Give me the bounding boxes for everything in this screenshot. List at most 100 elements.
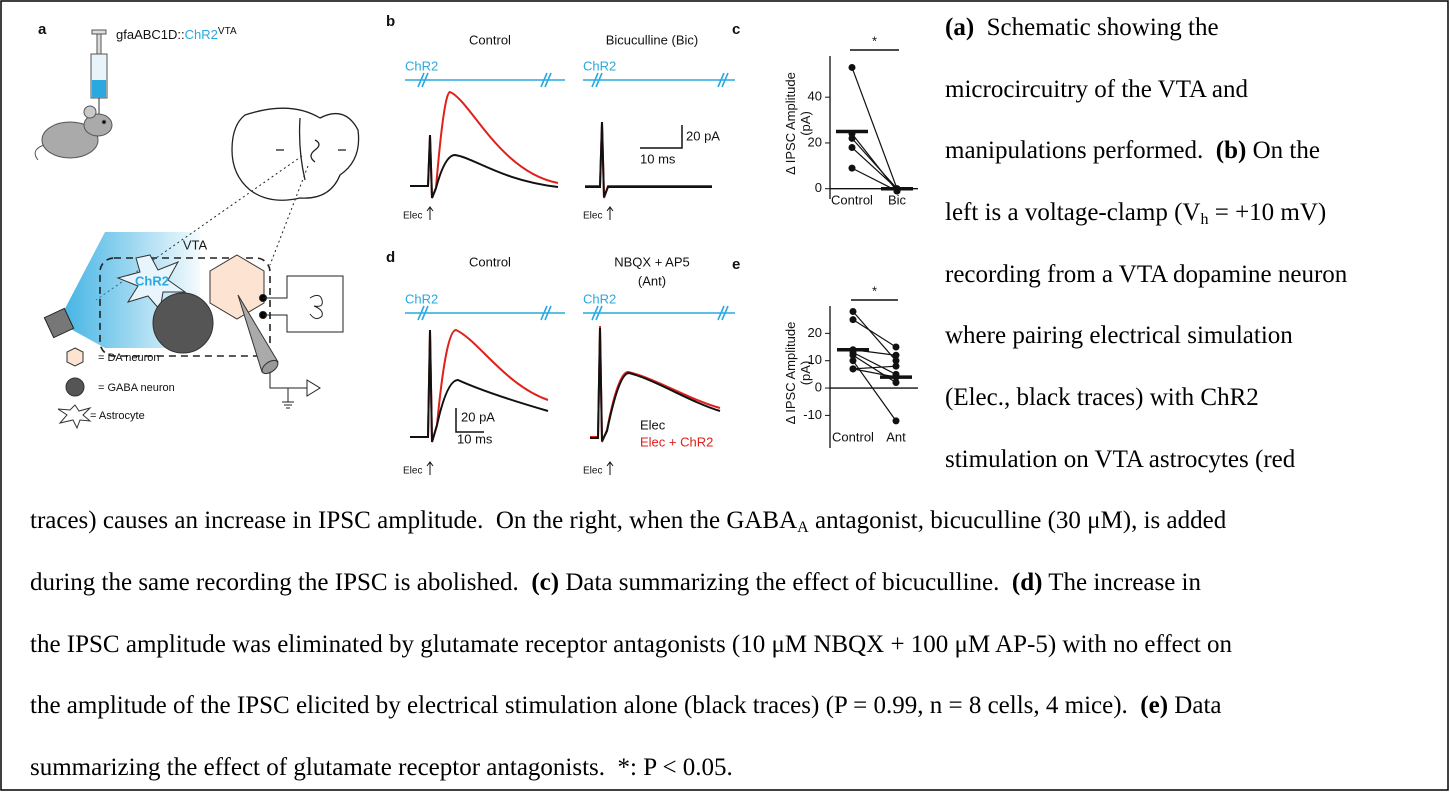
caption-line: left is a voltage-clamp (Vh = +10 mV): [945, 198, 1326, 228]
data-point: [892, 379, 900, 387]
y-axis-label-line: Δ IPSC Amplitude: [783, 322, 798, 425]
scale-y: 20 pA: [461, 409, 495, 424]
caption-bold: (b): [1215, 137, 1247, 164]
caption-line: the amplitude of the IPSC elicited by el…: [30, 691, 1222, 721]
caption-line: summarizing the effect of glutamate rece…: [30, 753, 733, 783]
legend-label: Elec + ChR2: [640, 434, 713, 449]
x-tick-label: Ant: [886, 429, 906, 444]
caption-text: the amplitude of the IPSC elicited by el…: [30, 692, 1141, 719]
scale-y: 20 pA: [686, 128, 720, 143]
data-point: [848, 144, 856, 152]
legend-label: Elec: [640, 417, 666, 432]
caption-text: microcircuitry of the VTA and: [945, 76, 1249, 103]
pair-line: [852, 351, 897, 375]
pair-line: [852, 365, 897, 370]
data-point: [849, 307, 857, 315]
caption-text: recording from a VTA dopamine neuron: [945, 261, 1348, 288]
astro-label: ChR2: [135, 273, 169, 288]
pair-line: [852, 311, 897, 362]
stim-label: ChR2: [405, 291, 438, 306]
caption-bold: (c): [531, 569, 560, 596]
x-tick-label: Bic: [888, 192, 907, 207]
data-point: [848, 164, 856, 172]
caption-text: manipulations performed.: [945, 137, 1216, 164]
legend-label: = Astrocyte: [90, 410, 145, 422]
caption-line: stimulation on VTA astrocytes (red: [945, 445, 1295, 475]
caption-text: where pairing electrical simulation: [945, 322, 1293, 349]
caption-bold: (d): [1011, 569, 1043, 596]
data-point: [849, 351, 857, 359]
legend-label: = DA neuron: [98, 352, 159, 364]
panel-label: c: [732, 21, 740, 38]
caption-text: Schematic showing the: [974, 14, 1219, 41]
y-axis-label: Δ IPSC Amplitude(pA): [783, 72, 813, 175]
mouse: [34, 105, 113, 161]
caption-text: (Elec., black traces) with ChR2: [945, 384, 1259, 411]
pair-line: [851, 137, 898, 190]
construct-virus: ChR2: [185, 27, 218, 42]
data-point: [892, 351, 900, 359]
caption-line: manipulations performed. (b) On the: [945, 136, 1320, 166]
stim-label: ChR2: [583, 291, 616, 306]
trace-title: Control: [469, 254, 511, 269]
scale-bar: [455, 408, 484, 433]
caption-text: antagonist, bicuculline (30 μM), is adde…: [808, 507, 1227, 534]
legend-circle: [65, 377, 85, 397]
pair-line: [852, 319, 897, 348]
caption-sub: A: [797, 519, 809, 536]
y-tick-label: 0: [815, 180, 822, 195]
elec-label: Elec: [403, 211, 422, 222]
caption-text: stimulation on VTA astrocytes (red: [945, 446, 1296, 473]
construct-sup: VTA: [218, 26, 237, 37]
panel-label: d: [386, 249, 395, 266]
data-point: [848, 134, 856, 142]
caption-line: microcircuitry of the VTA and: [945, 75, 1248, 105]
x-tick-label: Control: [832, 429, 874, 444]
caption-text: the IPSC amplitude was eliminated by glu…: [30, 631, 1233, 658]
caption-text: during the same recording the IPSC is ab…: [30, 569, 532, 596]
traces-b: [410, 90, 712, 199]
caption-line: during the same recording the IPSC is ab…: [30, 568, 1201, 598]
caption-text: On the: [1246, 137, 1320, 164]
light-source: [43, 307, 75, 339]
data-point: [892, 417, 900, 425]
caption-line: (Elec., black traces) with ChR2: [945, 383, 1259, 413]
caption-text: Data summarizing the effect of bicuculli…: [559, 569, 1012, 596]
scale-bar: [640, 125, 683, 149]
stim-bars: [405, 72, 735, 321]
da-neuron: [209, 254, 265, 320]
caption-text: The increase in: [1042, 569, 1201, 596]
data-point: [849, 357, 857, 365]
y-tick-label: 10: [808, 352, 822, 367]
panel-label: a: [38, 21, 47, 38]
caption-bold: (a): [945, 14, 975, 41]
data-point: [848, 63, 856, 71]
caption-text: = +10 mV): [1208, 199, 1327, 226]
scale-x: 10 ms: [640, 151, 676, 166]
caption-sub: h: [1200, 211, 1209, 228]
trace-title: Bicuculline (Bic): [606, 32, 698, 47]
pipette-end: [261, 359, 279, 375]
caption-text: left is a voltage-clamp (V: [945, 199, 1201, 226]
astrocyte: [116, 254, 187, 312]
stim-electrode: [259, 275, 344, 409]
data-point: [892, 343, 900, 351]
legend-label: = GABA neuron: [98, 382, 175, 394]
caption-line: the IPSC amplitude was eliminated by glu…: [30, 630, 1232, 660]
legend-hexagon: [66, 347, 84, 367]
x-tick-label: Control: [831, 192, 873, 207]
elec-label: Elec: [403, 466, 422, 477]
caption-text: Data: [1168, 692, 1222, 719]
elec-arrows: [426, 206, 614, 220]
data-point: [849, 316, 857, 324]
pair-line: [851, 147, 898, 190]
stim-label: ChR2: [405, 58, 438, 73]
caption-text: summarizing the effect of glutamate rece…: [30, 754, 733, 781]
y-tick-label: 20: [808, 325, 822, 340]
construct-text: gfaABC1D::: [116, 27, 185, 42]
panel-label: b: [386, 13, 395, 30]
elec-label: Elec: [583, 211, 602, 222]
zoom-lines: [95, 155, 309, 301]
